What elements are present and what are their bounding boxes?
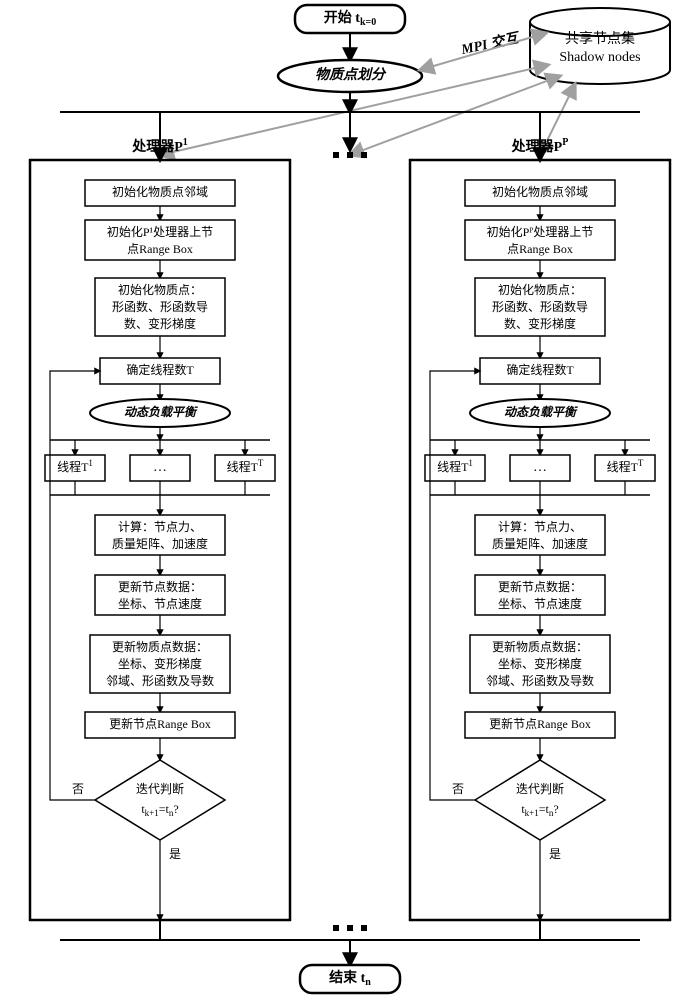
svg-text:初始化物质点：: 初始化物质点：	[118, 283, 202, 297]
svg-text:更新节点数据：: 更新节点数据：	[498, 579, 582, 594]
svg-text:…: …	[533, 460, 547, 475]
svg-text:点Range Box: 点Range Box	[127, 242, 193, 256]
svg-text:结束 tn: 结束 tn	[329, 969, 371, 988]
svg-text:迭代判断: 迭代判断	[516, 781, 564, 796]
ellipsis-bottom	[333, 925, 367, 931]
svg-text:初始化Pᴾ处理器上节: 初始化Pᴾ处理器上节	[487, 225, 594, 239]
svg-text:更新节点Range Box: 更新节点Range Box	[489, 716, 591, 731]
svg-text:共享节点集: 共享节点集	[565, 30, 635, 47]
svg-text:初始化P¹处理器上节: 初始化P¹处理器上节	[107, 225, 213, 239]
svg-text:初始化物质点邻域: 初始化物质点邻域	[112, 185, 208, 199]
svg-text:点Range Box: 点Range Box	[507, 242, 573, 256]
svg-text:坐标、节点速度: 坐标、节点速度	[498, 596, 582, 611]
svg-text:邻域、形函数及导数: 邻域、形函数及导数	[106, 673, 214, 688]
svg-text:坐标、变形梯度: 坐标、变形梯度	[118, 656, 202, 671]
start-terminator: 开始 tk=0	[295, 5, 405, 33]
svg-text:处理器P1: 处理器P1	[131, 137, 188, 155]
svg-text:确定线程数T: 确定线程数T	[506, 362, 574, 377]
svg-text:线程T1: 线程T1	[57, 458, 93, 474]
svg-text:质量矩阵、加速度: 质量矩阵、加速度	[492, 536, 588, 551]
svg-text:计算：节点力、: 计算：节点力、	[118, 519, 202, 534]
proc-left-content: 初始化物质点邻域 初始化P¹处理器上节 点Range Box 初始化物质点： 形…	[45, 180, 275, 920]
svg-text:质量矩阵、加速度: 质量矩阵、加速度	[112, 536, 208, 551]
svg-text:线程T1: 线程T1	[437, 458, 473, 474]
proc-right-content: 初始化物质点邻域 初始化Pᴾ处理器上节 点Range Box 初始化物质点： 形…	[425, 180, 655, 920]
svg-text:是: 是	[549, 847, 561, 861]
svg-text:坐标、变形梯度: 坐标、变形梯度	[498, 656, 582, 671]
svg-text:形函数、形函数导: 形函数、形函数导	[492, 299, 588, 314]
svg-text:坐标、节点速度: 坐标、节点速度	[118, 596, 202, 611]
svg-text:形函数、形函数导: 形函数、形函数导	[112, 299, 208, 314]
partition-node: 物质点划分	[278, 60, 422, 92]
svg-text:物质点划分: 物质点划分	[315, 66, 387, 83]
svg-text:动态负载平衡: 动态负载平衡	[504, 405, 578, 419]
svg-text:更新物质点数据：: 更新物质点数据：	[492, 639, 588, 654]
ellipsis-top	[333, 152, 367, 158]
svg-text:Shadow nodes: Shadow nodes	[559, 50, 640, 65]
svg-text:更新物质点数据：: 更新物质点数据：	[112, 639, 208, 654]
svg-text:…: …	[153, 460, 167, 475]
svg-text:更新节点Range Box: 更新节点Range Box	[109, 716, 211, 731]
svg-text:更新节点数据：: 更新节点数据：	[118, 579, 202, 594]
flowchart-root: 开始 tk=0 物质点划分 共享节点集 Shadow nodes MPI 交互 …	[0, 0, 699, 1000]
svg-text:确定线程数T: 确定线程数T	[126, 362, 194, 377]
svg-text:迭代判断: 迭代判断	[136, 781, 184, 796]
svg-text:数、变形梯度: 数、变形梯度	[124, 316, 196, 331]
shared-nodes-cylinder: 共享节点集 Shadow nodes	[530, 8, 670, 84]
svg-text:是: 是	[169, 847, 181, 861]
end-terminator: 结束 tn	[300, 965, 400, 993]
svg-text:初始化物质点：: 初始化物质点：	[498, 283, 582, 297]
svg-text:初始化物质点邻域: 初始化物质点邻域	[492, 185, 588, 199]
svg-text:否: 否	[72, 782, 84, 796]
svg-text:邻域、形函数及导数: 邻域、形函数及导数	[486, 673, 594, 688]
svg-text:否: 否	[452, 782, 464, 796]
svg-text:处理器PP: 处理器PP	[511, 137, 569, 155]
svg-text:动态负载平衡: 动态负载平衡	[124, 405, 198, 419]
svg-text:计算：节点力、: 计算：节点力、	[498, 519, 582, 534]
svg-text:数、变形梯度: 数、变形梯度	[504, 316, 576, 331]
